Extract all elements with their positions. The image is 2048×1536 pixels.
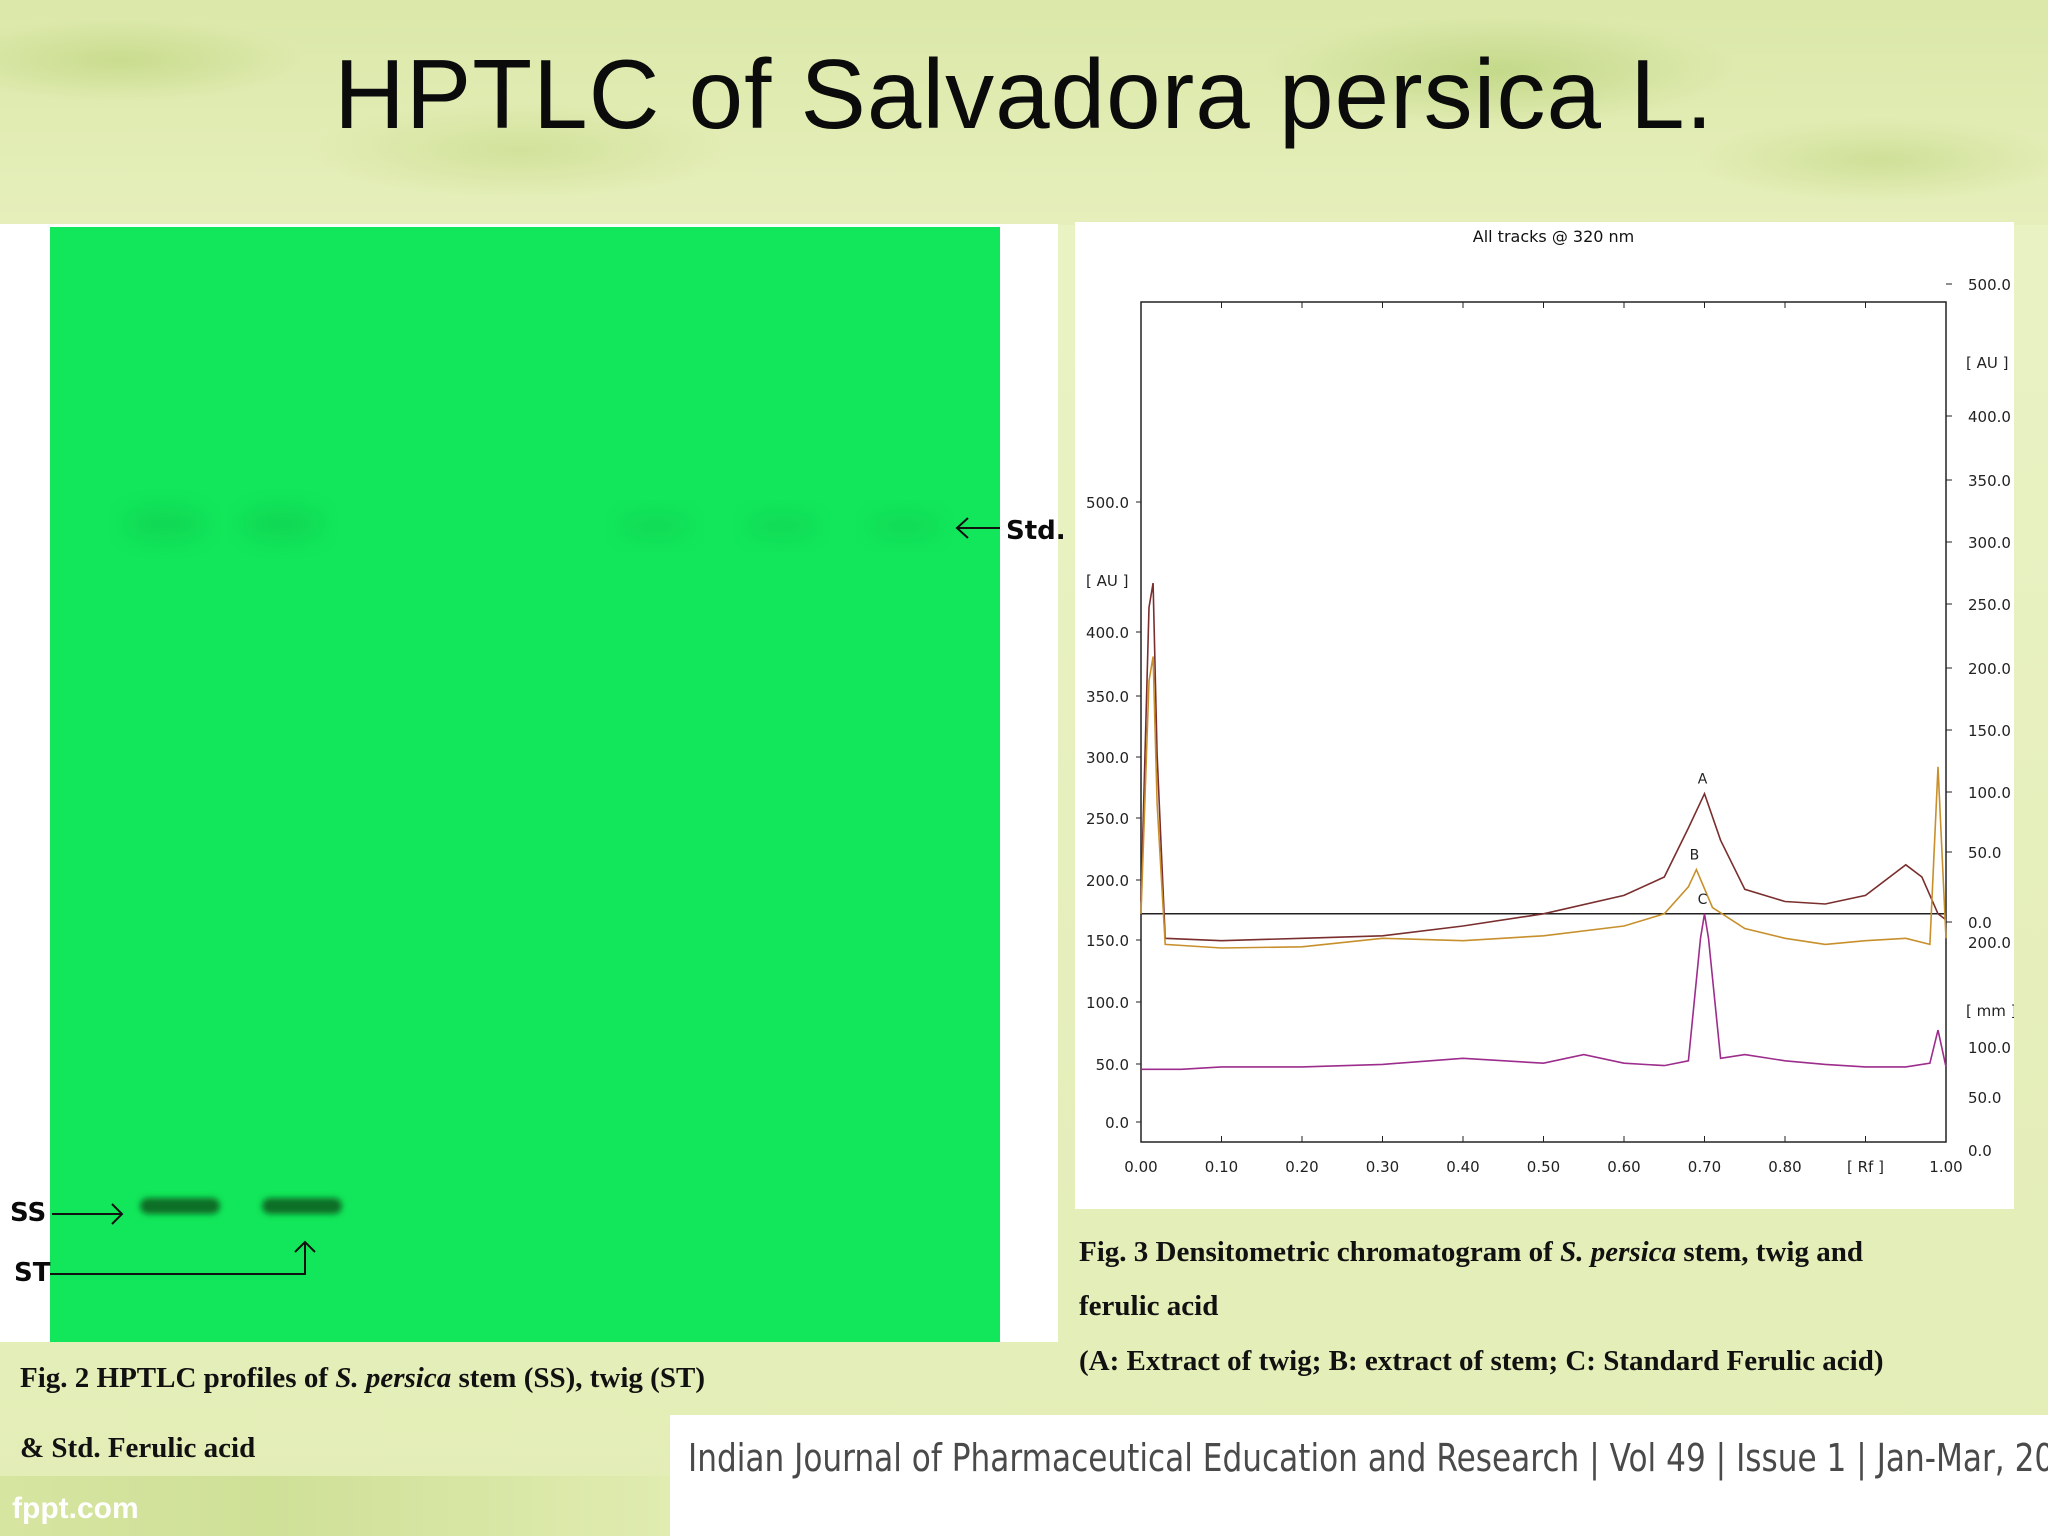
st-arrow <box>50 1240 316 1275</box>
left-axis-tick-label: 500.0 <box>1086 494 1129 512</box>
right-upper-tick-label: 150.0 <box>1968 722 2011 740</box>
x-tick-label: 0.50 <box>1527 1158 1560 1176</box>
fig3-caption-prefix: Fig. 3 Densitometric chromatogram of <box>1079 1236 1561 1268</box>
plate-overlay <box>50 508 1000 1275</box>
x-tick-label: 1.00 <box>1929 1158 1962 1176</box>
right-lower-tick-label: 50.0 <box>1968 1089 2001 1107</box>
std-faint-band-2 <box>242 508 322 540</box>
left-axis-tick-label: 400.0 <box>1086 624 1129 642</box>
chromatogram-frame <box>1075 222 2014 1209</box>
fig2-caption-suffix: stem (SS), twig (ST) <box>451 1362 705 1394</box>
right-upper-tick-label: 350.0 <box>1968 472 2011 490</box>
slide-title: HPTLC of Salvadora persica L. <box>334 39 1714 149</box>
fig3-caption-species: S. persica <box>1560 1236 1677 1268</box>
right-lower-tick-label: 0.0 <box>1968 1142 1992 1160</box>
x-tick-label: 0.30 <box>1366 1158 1399 1176</box>
left-axis-tick-label: 350.0 <box>1086 688 1129 706</box>
series-line-a <box>1140 582 1947 942</box>
left-axis-label: [ AU ] <box>1086 572 1128 590</box>
x-tick-label: 0.60 <box>1607 1158 1640 1176</box>
x-tick-label: 0.10 <box>1205 1158 1238 1176</box>
right-upper-tick-label: 400.0 <box>1968 408 2011 426</box>
fig3-caption-line1: Fig. 3 Densitometric chromatogram of S. … <box>1079 1236 1863 1269</box>
right-lower-axis-label: [ mm ] <box>1966 1002 2014 1020</box>
hptlc-plate <box>50 227 1000 1342</box>
fig3-caption-suffix: stem, twig and <box>1676 1236 1863 1268</box>
peak-label-c: C <box>1698 892 1708 908</box>
std-label: Std. <box>1006 516 1066 546</box>
series-line-b <box>1140 656 1947 949</box>
ss-band <box>140 1198 220 1214</box>
x-tick-label: 0.00 <box>1124 1158 1157 1176</box>
leaf-header-background <box>0 0 2048 225</box>
left-axis-tick-label: 250.0 <box>1086 810 1129 828</box>
left-axis-tick-label: 200.0 <box>1086 872 1129 890</box>
st-band <box>262 1198 342 1214</box>
chart-title: All tracks @ 320 nm <box>1473 227 1635 246</box>
left-axis-tick-label: 150.0 <box>1086 932 1129 950</box>
fppt-watermark: fppt.com <box>12 1492 139 1525</box>
right-lower-tick-label: 200.0 <box>1968 934 2011 952</box>
chromatogram-chart: All tracks @ 320 nm 0.00 0.10 0.20 0.30 0.40 0… <box>1086 227 2014 1176</box>
right-upper-tick-label: 50.0 <box>1968 844 2001 862</box>
right-upper-tick-label: 300.0 <box>1968 534 2011 552</box>
right-upper-tick-label: 250.0 <box>1968 596 2011 614</box>
std-faint-band-1 <box>125 508 205 540</box>
ss-arrow <box>52 1203 124 1225</box>
journal-citation: Indian Journal of Pharmaceutical Educati… <box>688 1436 2048 1480</box>
left-axis-tick-label: 0.0 <box>1105 1114 1129 1132</box>
x-tick-label: 0.40 <box>1446 1158 1479 1176</box>
fig2-caption-prefix: Fig. 2 HPTLC profiles of <box>20 1362 336 1394</box>
fig2-caption-line2: & Std. Ferulic acid <box>20 1432 256 1464</box>
right-upper-tick-label: 0.0 <box>1968 914 1992 932</box>
st-label: ST <box>14 1258 51 1288</box>
plot-frame <box>1140 301 1947 1143</box>
x-tick-label: 0.20 <box>1285 1158 1318 1176</box>
fig2-caption-species: S. persica <box>335 1362 452 1394</box>
std-faint-band-3 <box>620 514 690 538</box>
std-faint-band-5 <box>870 514 940 538</box>
fig3-caption-line2: ferulic acid <box>1079 1290 1219 1322</box>
right-upper-tick-label: 500.0 <box>1968 276 2011 294</box>
right-upper-tick-label: 100.0 <box>1968 784 2011 802</box>
left-axis-tick-label: 300.0 <box>1086 749 1129 767</box>
x-tick-label: 0.80 <box>1768 1158 1801 1176</box>
left-axis-tick-label: 100.0 <box>1086 994 1129 1012</box>
x-tick-label: 0.70 <box>1688 1158 1721 1176</box>
footer-bar <box>670 1415 2048 1536</box>
right-upper-tick-label: 200.0 <box>1968 660 2011 678</box>
std-faint-band-4 <box>747 514 817 538</box>
right-lower-tick-label: 100.0 <box>1968 1039 2011 1057</box>
left-axis-tick-label: 50.0 <box>1096 1056 1129 1074</box>
ss-label: SS <box>10 1198 47 1228</box>
fig2-caption-line1: Fig. 2 HPTLC profiles of S. persica stem… <box>20 1362 705 1395</box>
fig3-caption-line3: (A: Extract of twig; B: extract of stem;… <box>1079 1345 1884 1377</box>
series-line-c <box>1141 913 1947 1071</box>
footer-leaf-strip <box>0 1476 670 1536</box>
peak-label-b: B <box>1690 848 1700 864</box>
x-tick-label: [ Rf ] <box>1847 1158 1884 1176</box>
std-arrow <box>955 517 1000 539</box>
peak-label-a: A <box>1698 772 1708 788</box>
right-upper-axis-label: [ AU ] <box>1966 354 2008 372</box>
